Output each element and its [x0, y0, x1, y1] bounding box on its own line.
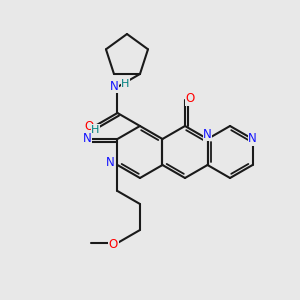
Text: O: O	[84, 119, 94, 133]
Text: N: N	[110, 80, 119, 92]
Text: O: O	[185, 92, 195, 106]
Text: N: N	[106, 157, 115, 169]
Text: N: N	[248, 133, 257, 146]
Text: N: N	[203, 128, 212, 140]
Text: H: H	[121, 79, 130, 89]
Text: H: H	[91, 125, 100, 135]
Text: O: O	[109, 238, 118, 251]
Text: N: N	[83, 131, 92, 145]
